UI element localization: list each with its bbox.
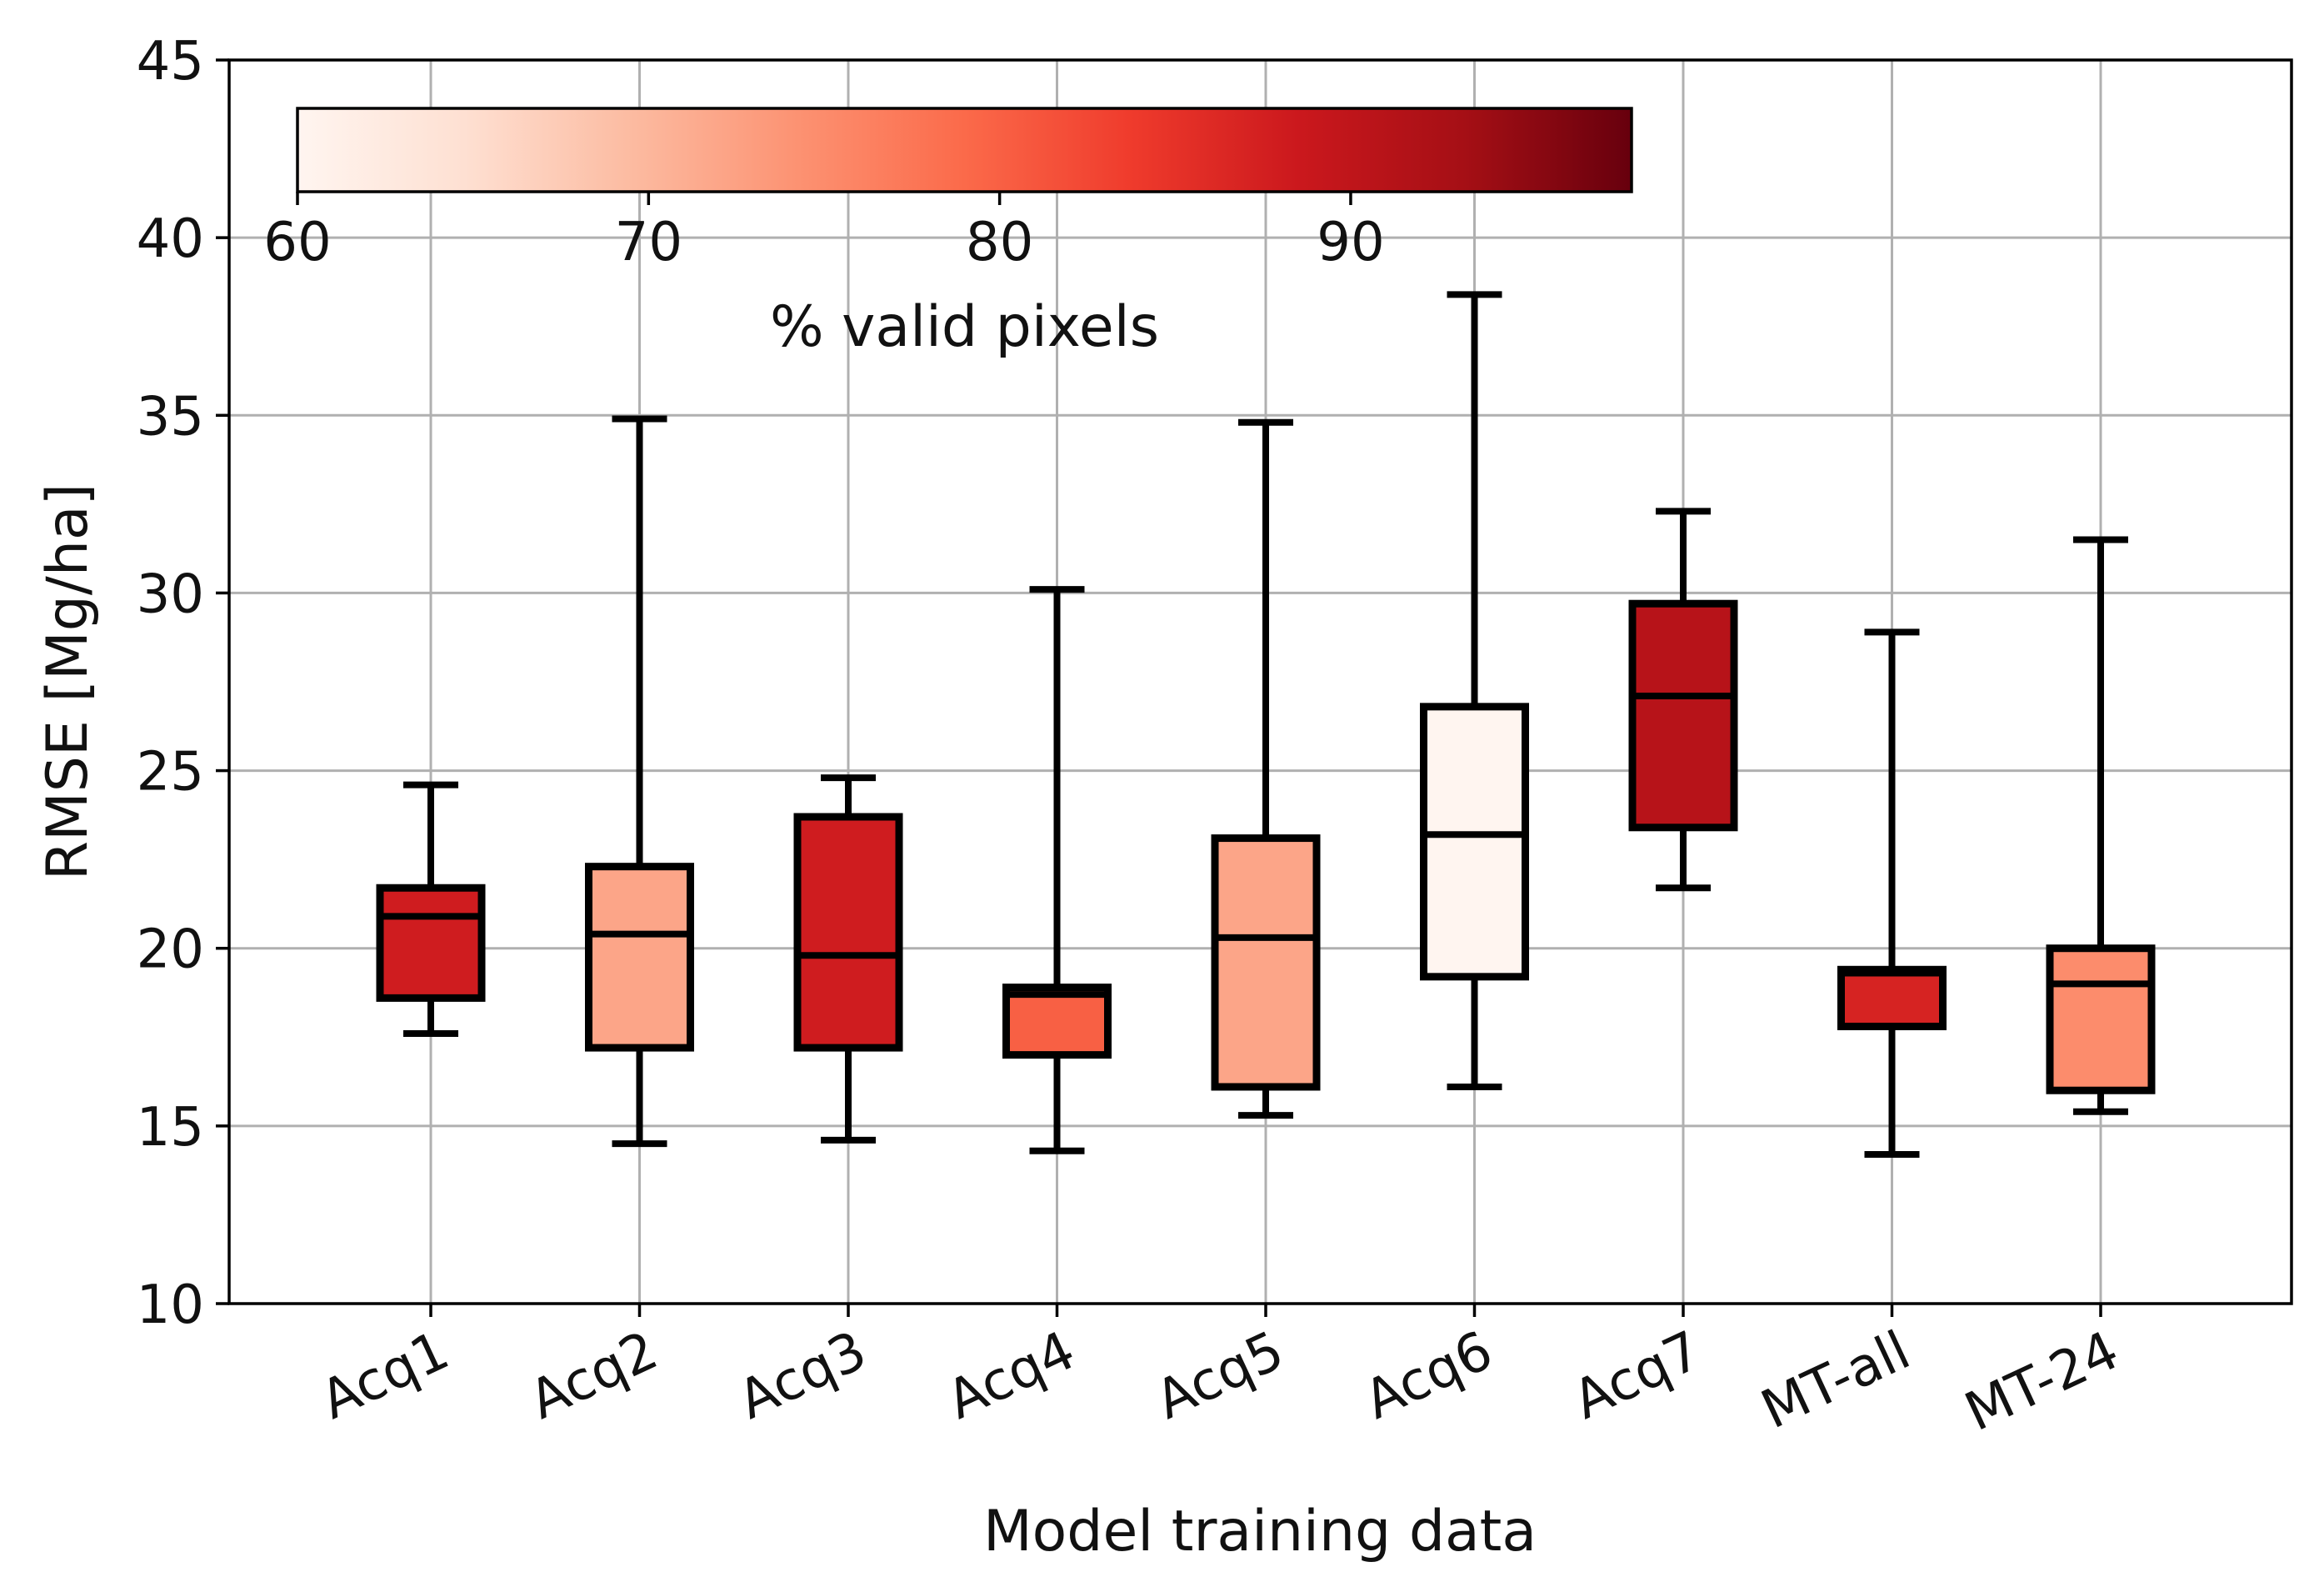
x-tick-label: Acq3 (729, 1319, 876, 1431)
x-tick-label: MT-all (1752, 1319, 1919, 1441)
colorbar-tick-label: 90 (1317, 212, 1384, 273)
box (1211, 834, 1321, 1091)
boxplot-Acq5 (1211, 418, 1321, 1119)
colorbar-tick-label: 80 (966, 212, 1033, 273)
x-axis-label: Model training data (983, 1499, 1537, 1564)
box (585, 863, 694, 1052)
boxplot-MT-24 (2046, 536, 2156, 1115)
y-tick-label: 45 (137, 31, 204, 93)
y-tick-label: 25 (137, 742, 204, 804)
boxes (376, 291, 2156, 1158)
box (1420, 703, 1529, 981)
boxplot-Acq1 (376, 781, 486, 1038)
x-tick-label: MT-24 (1957, 1319, 2128, 1444)
box (1837, 965, 1947, 1030)
x-tick-label: Acq5 (1147, 1319, 1293, 1431)
colorbar-title: % valid pixels (770, 294, 1159, 360)
box (793, 813, 903, 1052)
boxplot-Acq3 (793, 774, 903, 1144)
y-tick-label: 15 (137, 1097, 204, 1159)
colorbar-tick-label: 70 (615, 212, 682, 273)
x-tick-label: Acq7 (1564, 1319, 1711, 1431)
boxplot-MT-all (1837, 628, 1947, 1158)
boxplot-Acq2 (585, 415, 694, 1148)
box (1628, 599, 1738, 832)
colorbar: 60 70 80 90 % valid pixels (263, 107, 1633, 360)
y-tick-label: 30 (137, 563, 204, 625)
boxplot-Acq4 (1002, 586, 1112, 1154)
colorbar-gradient (296, 107, 1633, 193)
y-tick-label: 20 (137, 919, 204, 981)
axis-ticks: 10 15 20 25 30 35 40 45 Acq1 Acq2 Acq3 Acq4 Acq5 Acq6… (137, 31, 2128, 1444)
box (376, 884, 486, 1002)
colorbar-tick-label: 60 (263, 212, 331, 273)
y-tick-label: 40 (137, 208, 204, 270)
box (2046, 944, 2156, 1094)
x-tick-label: Acq6 (1356, 1319, 1502, 1431)
y-tick-label: 10 (137, 1274, 204, 1336)
x-tick-label: Acq1 (312, 1319, 458, 1431)
y-axis-label: RMSE [Mg/ha] (35, 483, 101, 880)
boxplot-Acq7 (1628, 508, 1738, 892)
box (1002, 984, 1112, 1059)
y-tick-label: 35 (137, 386, 204, 448)
x-tick-label: Acq4 (938, 1319, 1085, 1431)
boxplot-Acq6 (1420, 291, 1529, 1090)
plot-area-frame (227, 58, 2293, 1305)
x-tick-label: Acq2 (521, 1319, 667, 1431)
